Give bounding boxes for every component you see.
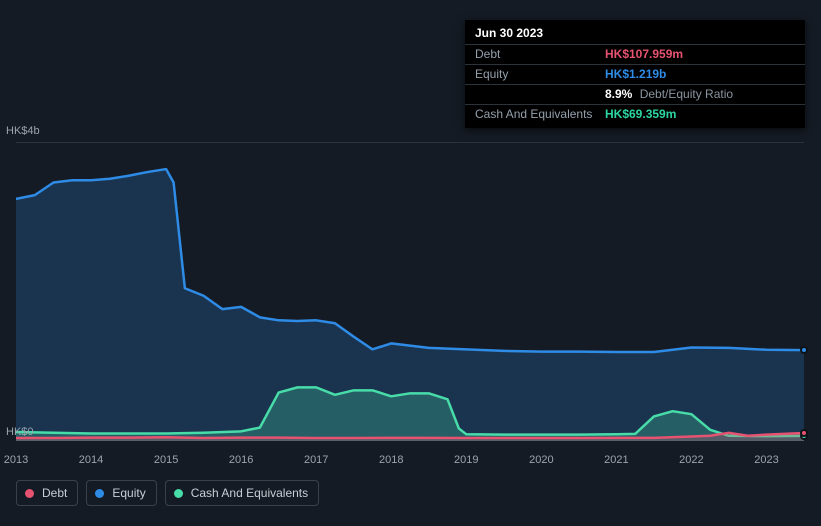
x-axis-labels: 2013201420152016201720182019202020212022… bbox=[16, 454, 804, 470]
tooltip-row-label: Cash And Equivalents bbox=[475, 107, 605, 121]
chart-tooltip: Jun 30 2023 DebtHK$107.959mEquityHK$1.21… bbox=[465, 20, 805, 128]
x-axis-tick-label: 2018 bbox=[379, 454, 403, 466]
tooltip-row-value: HK$1.219b bbox=[605, 67, 666, 81]
x-axis-tick-label: 2023 bbox=[754, 454, 778, 466]
x-axis-tick-label: 2015 bbox=[154, 454, 178, 466]
tooltip-row: EquityHK$1.219b bbox=[465, 64, 805, 84]
debt-equity-chart[interactable] bbox=[16, 130, 804, 450]
tooltip-date: Jun 30 2023 bbox=[465, 26, 805, 44]
x-axis-tick-label: 2014 bbox=[79, 454, 103, 466]
legend-item-label: Debt bbox=[42, 486, 67, 500]
legend-item[interactable]: Cash And Equivalents bbox=[165, 480, 319, 506]
x-axis-tick-label: 2019 bbox=[454, 454, 478, 466]
x-axis-tick-label: 2021 bbox=[604, 454, 628, 466]
legend-dot-icon bbox=[25, 489, 34, 498]
endpoint-dot-debt bbox=[800, 429, 808, 437]
tooltip-row-label bbox=[475, 87, 605, 101]
x-axis-tick-label: 2017 bbox=[304, 454, 328, 466]
plot-area bbox=[16, 142, 804, 440]
plot-svg bbox=[16, 143, 804, 441]
legend-item-label: Cash And Equivalents bbox=[191, 486, 308, 500]
legend-dot-icon bbox=[174, 489, 183, 498]
legend-dot-icon bbox=[95, 489, 104, 498]
x-axis-tick-label: 2016 bbox=[229, 454, 253, 466]
tooltip-row: Cash And EquivalentsHK$69.359m bbox=[465, 104, 805, 124]
legend-item[interactable]: Debt bbox=[16, 480, 78, 506]
endpoint-dot-equity bbox=[800, 346, 808, 354]
legend-item-label: Equity bbox=[112, 486, 145, 500]
tooltip-row-label: Debt bbox=[475, 47, 605, 61]
chart-legend: Debt Equity Cash And Equivalents bbox=[16, 480, 319, 506]
tooltip-row: 8.9% Debt/Equity Ratio bbox=[465, 84, 805, 104]
tooltip-row-value: 8.9% Debt/Equity Ratio bbox=[605, 87, 733, 101]
tooltip-row: DebtHK$107.959m bbox=[465, 44, 805, 64]
y-axis-bottom-label: HK$0 bbox=[6, 426, 34, 438]
tooltip-row-value: HK$69.359m bbox=[605, 107, 676, 121]
tooltip-row-label: Equity bbox=[475, 67, 605, 81]
tooltip-row-value: HK$107.959m bbox=[605, 47, 683, 61]
x-axis-tick-label: 2022 bbox=[679, 454, 703, 466]
x-axis-tick-label: 2020 bbox=[529, 454, 553, 466]
x-axis-tick-label: 2013 bbox=[4, 454, 28, 466]
legend-item[interactable]: Equity bbox=[86, 480, 156, 506]
